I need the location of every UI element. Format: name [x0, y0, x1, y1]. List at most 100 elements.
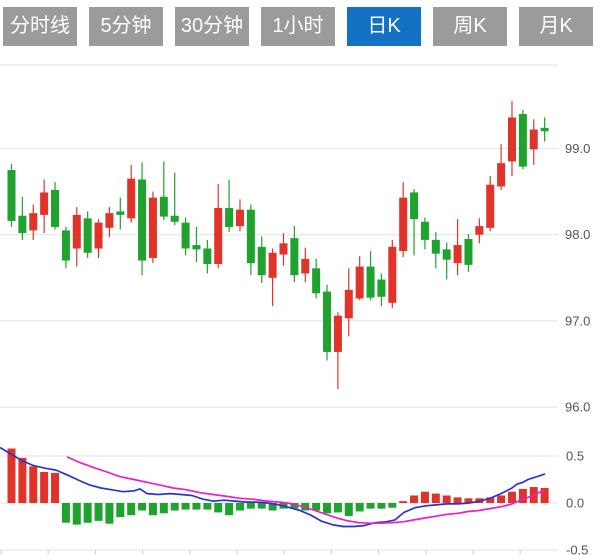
tab-30min[interactable]: 30分钟 — [175, 7, 249, 46]
candle-body — [51, 189, 60, 227]
candle-body — [431, 239, 440, 254]
candle — [246, 204, 255, 276]
candle-body — [268, 252, 277, 278]
macd-bar — [453, 497, 462, 503]
macd-bar — [7, 448, 16, 503]
macd-bar — [410, 495, 419, 503]
macd-bar — [94, 503, 103, 521]
candle-body — [399, 197, 408, 252]
candle — [148, 191, 157, 264]
macd-bar — [442, 495, 451, 503]
dif-line — [0, 446, 546, 528]
gridlines — [0, 64, 558, 551]
candle — [333, 312, 342, 389]
tab-monthly[interactable]: 月K — [519, 7, 593, 46]
candle-body — [507, 117, 516, 162]
macd-bar — [159, 503, 168, 514]
candle-body — [540, 127, 549, 132]
macd-bar — [268, 503, 277, 511]
candle — [51, 182, 60, 230]
candle — [464, 233, 473, 272]
macd-bar — [214, 503, 223, 513]
candle — [170, 172, 179, 226]
candle-body — [181, 222, 190, 249]
candle-body — [279, 243, 288, 255]
candle-body — [83, 218, 92, 253]
macd-bar — [344, 503, 353, 517]
candle — [257, 236, 266, 283]
tab-daily[interactable]: 日K — [347, 7, 421, 46]
tab-weekly[interactable]: 周K — [433, 7, 507, 46]
candle — [268, 248, 277, 307]
macd-bar — [138, 503, 147, 511]
macd-bar — [116, 503, 125, 518]
macd-axis-label: 0.0 — [566, 496, 584, 511]
candle-body — [105, 213, 114, 228]
candle — [29, 204, 38, 240]
candle-series — [7, 101, 549, 389]
candle — [235, 199, 244, 232]
macd-bar — [507, 491, 516, 503]
macd-bar — [312, 503, 321, 511]
macd-bar — [497, 495, 506, 503]
candle-body — [442, 249, 451, 260]
macd-axis-label: 0.5 — [566, 449, 584, 464]
macd-bar — [72, 503, 81, 525]
macd-bar — [192, 503, 201, 510]
candle-body — [159, 196, 168, 217]
candle — [301, 247, 310, 283]
candle-body — [529, 129, 538, 150]
macd-bar — [40, 471, 49, 503]
macd-bar — [203, 503, 212, 510]
macd-bar — [105, 503, 114, 524]
candle — [475, 218, 484, 244]
price-axis-label: 99.0 — [565, 141, 590, 156]
macd-bar — [366, 503, 375, 509]
candle — [214, 183, 223, 269]
candle-body — [246, 209, 255, 264]
macd-bar — [518, 488, 527, 503]
macd-histogram — [7, 448, 549, 525]
candle-body — [225, 207, 234, 227]
macd-axis-label: -0.5 — [566, 543, 588, 555]
candle-body — [7, 170, 16, 221]
tab-1hour[interactable]: 1小时 — [261, 7, 335, 46]
macd-bar — [333, 503, 342, 513]
tab-timeline[interactable]: 分时线 — [3, 7, 77, 46]
candle-body — [453, 245, 462, 264]
macd-bar — [486, 497, 495, 503]
candle — [159, 161, 168, 221]
candle-body — [170, 215, 179, 222]
macd-bar — [540, 487, 549, 503]
candle-body — [323, 291, 332, 352]
macd-bar — [83, 503, 92, 523]
candle-body — [61, 230, 70, 261]
candle — [420, 217, 429, 250]
candle — [529, 119, 538, 165]
macd-bar — [388, 503, 397, 508]
candle — [105, 207, 114, 238]
candle — [61, 226, 70, 269]
macd-bar — [257, 503, 266, 509]
candle — [312, 258, 321, 299]
candle — [507, 101, 516, 177]
candle — [225, 179, 234, 233]
macd-bar — [61, 503, 70, 523]
candle-body — [116, 211, 125, 215]
price-axis-label: 98.0 — [565, 227, 590, 242]
macd-bar — [464, 498, 473, 503]
macd-bar — [377, 503, 386, 509]
candle-body — [518, 114, 527, 167]
candle-body — [214, 207, 223, 265]
tab-5min[interactable]: 5分钟 — [89, 7, 163, 46]
macd-bar — [29, 466, 38, 503]
candle — [127, 164, 136, 223]
candle-body — [420, 221, 429, 240]
macd-bar — [290, 503, 299, 509]
candle-body — [29, 213, 38, 231]
candle-body — [203, 248, 212, 265]
candle-body — [344, 289, 353, 319]
macd-bar — [399, 501, 408, 503]
